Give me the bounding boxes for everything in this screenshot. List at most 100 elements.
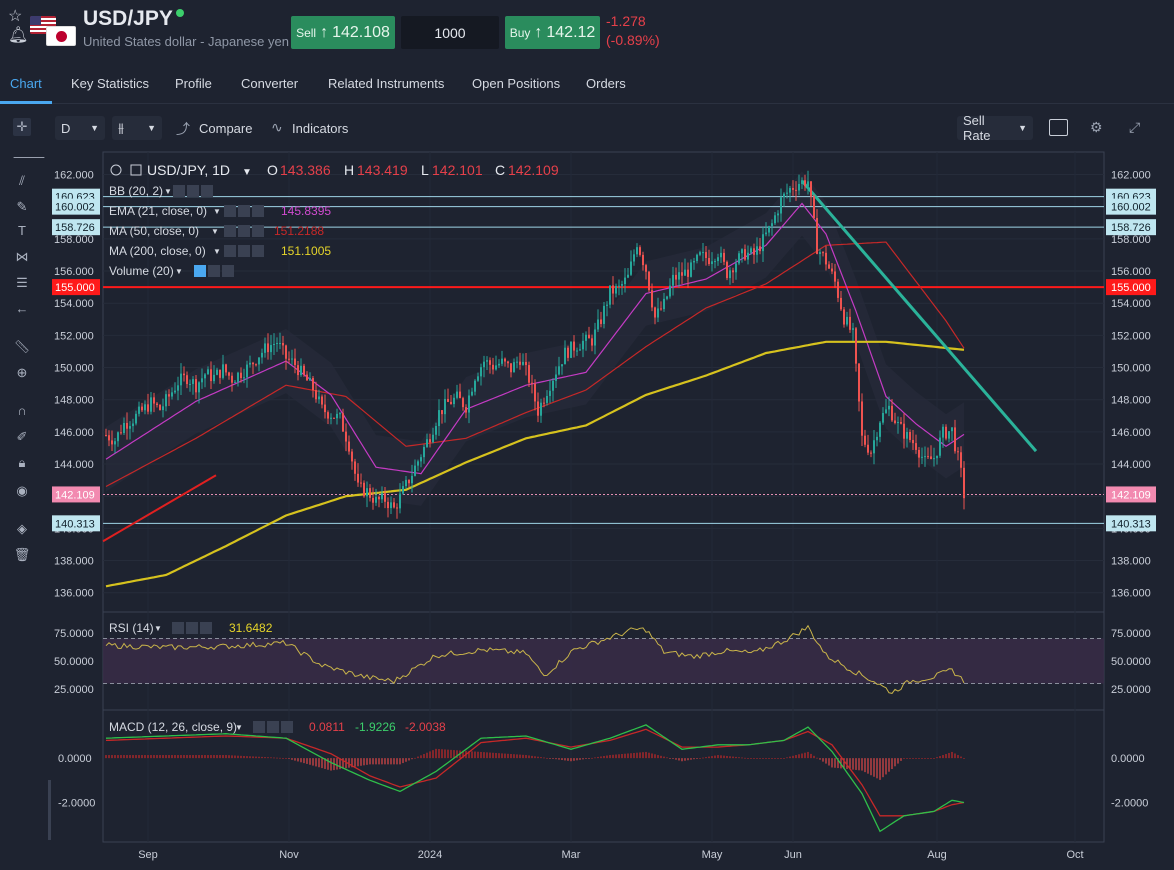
macd-histogram-bar [171,755,173,759]
tab-related-instruments[interactable]: Related Instruments [328,76,445,91]
lock-icon[interactable]: 🔒︎ [18,455,26,470]
quantity-input[interactable]: 1000 [401,16,499,49]
macd-histogram-bar [591,757,593,759]
macd-histogram-bar [873,758,875,777]
candle-body [228,372,230,376]
macd-histogram-bar [684,758,686,761]
macd-histogram-bar [351,758,353,768]
fib-tool-icon[interactable]: ☰ [16,275,28,290]
tab-converter[interactable]: Converter [241,76,299,91]
tab-chart[interactable]: Chart [10,76,42,91]
candle-body [312,378,314,391]
chart-type-select[interactable]: ⫵ ▼ [112,116,162,140]
candle-body [321,396,323,405]
macd-histogram-bar [552,758,554,759]
candle-body [738,253,740,264]
candle-body [588,334,590,339]
tab-key-statistics[interactable]: Key Statistics [71,76,150,91]
favorite-star-icon[interactable]: ☆ [8,8,23,25]
macd-histogram-bar [231,755,233,759]
candle-body [918,449,920,458]
macd-histogram-bar [783,758,785,759]
interval-select[interactable]: D ▼ [55,116,105,140]
candle-body [894,420,896,424]
compare-icon[interactable]: ⤴ [176,121,190,137]
candle-body [243,377,245,379]
candle-body [903,423,905,439]
candle-body [198,382,200,393]
sell-button[interactable]: Sell ↑ 142.108 [291,16,395,49]
macd-histogram-bar [954,753,956,759]
brush-icon[interactable]: ✎ [16,199,28,214]
macd-histogram-bar [513,754,515,759]
candles [105,170,965,519]
macd-histogram-bar [663,756,665,759]
macd-histogram-bar [369,758,371,765]
price-badge-right-text: 155.000 [1111,282,1151,294]
rsi-label: RSI (14) [109,621,154,635]
tab-orders[interactable]: Orders [586,76,626,91]
lock-drawing-icon[interactable]: ✐ [16,429,28,444]
alert-bell-icon[interactable]: 🔔︎ [8,27,29,44]
eye-icon[interactable]: ◉ [16,483,28,498]
price-chart-svg[interactable]: 75.0000 75.0000 50.0000 50.0000 25.0000 25.00… [45,150,1168,865]
trash-icon[interactable]: 🗑︎ [13,547,31,562]
macd-histogram-bar [354,758,356,767]
pattern-tool-icon[interactable]: ⋈ [15,249,29,264]
settings-gear-icon[interactable]: ⚙ [1090,119,1103,135]
macd-histogram-bar [762,758,764,759]
tab-open-positions[interactable]: Open Positions [472,76,561,91]
candle-body [201,378,203,383]
layers-icon[interactable]: ◈ [17,521,27,536]
zoom-in-icon[interactable]: ⊕ [16,365,28,380]
compare-button[interactable]: Compare [199,121,253,136]
candle-body [642,254,644,266]
candle-body [735,263,737,273]
fullscreen-frame-icon[interactable] [1049,119,1068,136]
candle-body [612,285,614,294]
macd-histogram-bar [249,756,251,759]
candle-body [408,479,410,484]
macd-histogram-bar [798,754,800,759]
trend-lines-icon[interactable]: ⫽ [19,173,25,188]
candle-body [804,180,806,187]
expand-icon[interactable]: ⤢ [1129,119,1141,135]
arrow-left-icon[interactable]: ← [15,301,29,316]
candle-body [387,501,389,509]
candle-body [564,347,566,365]
macd-histogram-bar [573,758,575,761]
candle-body [189,383,191,385]
macd-histogram-bar [180,755,182,759]
candle-body [507,361,509,364]
candle-body [276,343,278,345]
price-tick-right: 136.000 [1111,588,1151,600]
ruler-icon[interactable]: 📏︎ [13,339,31,354]
macd-histogram-bar [885,758,887,775]
candle-body [426,439,428,447]
macd-histogram-bar [837,758,839,769]
macd-histogram-bar [504,753,506,759]
horizontal-line-icon[interactable]: ⸻ [13,149,45,164]
tab-profile[interactable]: Profile [175,76,212,91]
candle-body [594,329,596,346]
candle-body [510,363,512,373]
price-tick-right: 152.000 [1111,330,1151,342]
text-tool-icon[interactable]: T [18,223,26,238]
candle-body [165,394,167,407]
buy-button[interactable]: Buy ↑ 142.12 [505,16,600,49]
macd-histogram-bar [468,751,470,759]
candle-body [873,440,875,454]
candle-body [375,496,377,503]
macd-histogram-bar [282,757,284,759]
macd-histogram-bar [795,755,797,759]
ma200-label: MA (200, close, 0) [109,244,206,258]
price-badge-left-text: 155.000 [55,282,95,294]
crosshair-icon[interactable]: ✛ [13,118,31,136]
indicators-button[interactable]: Indicators [292,121,349,136]
candle-body [264,343,266,353]
rate-type-select[interactable]: Sell Rate ▼ [957,113,1033,143]
magnet-icon[interactable]: ∩ [17,403,27,418]
chart-area[interactable]: 75.0000 75.0000 50.0000 50.0000 25.0000 25.00… [45,150,1168,865]
indicators-icon[interactable]: ∿ [271,119,283,135]
macd-histogram-bar [651,753,653,759]
